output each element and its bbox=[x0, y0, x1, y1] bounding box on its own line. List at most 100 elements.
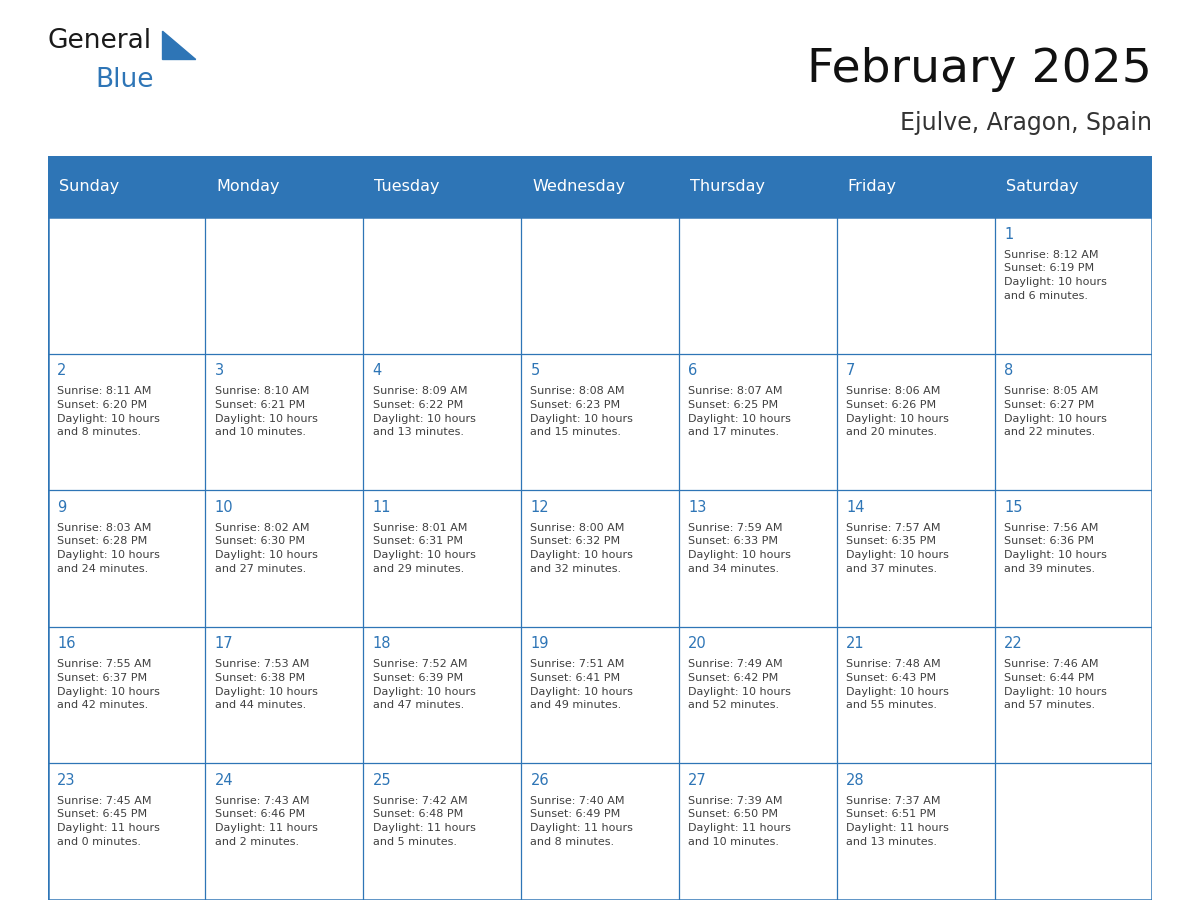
Text: Sunrise: 8:03 AM
Sunset: 6:28 PM
Daylight: 10 hours
and 24 minutes.: Sunrise: 8:03 AM Sunset: 6:28 PM Dayligh… bbox=[57, 523, 160, 574]
Text: 17: 17 bbox=[215, 636, 234, 651]
Text: Sunrise: 7:39 AM
Sunset: 6:50 PM
Daylight: 11 hours
and 10 minutes.: Sunrise: 7:39 AM Sunset: 6:50 PM Dayligh… bbox=[688, 796, 791, 846]
Text: 20: 20 bbox=[688, 636, 707, 651]
Bar bbox=[364, 763, 522, 900]
Text: Thursday: Thursday bbox=[690, 179, 765, 194]
Bar bbox=[678, 353, 836, 490]
Text: 19: 19 bbox=[531, 636, 549, 651]
Text: Sunrise: 7:52 AM
Sunset: 6:39 PM
Daylight: 10 hours
and 47 minutes.: Sunrise: 7:52 AM Sunset: 6:39 PM Dayligh… bbox=[373, 659, 475, 711]
Bar bbox=[678, 490, 836, 627]
Text: Sunrise: 7:59 AM
Sunset: 6:33 PM
Daylight: 10 hours
and 34 minutes.: Sunrise: 7:59 AM Sunset: 6:33 PM Dayligh… bbox=[688, 523, 791, 574]
Text: Sunrise: 7:42 AM
Sunset: 6:48 PM
Daylight: 11 hours
and 5 minutes.: Sunrise: 7:42 AM Sunset: 6:48 PM Dayligh… bbox=[373, 796, 475, 846]
Polygon shape bbox=[163, 31, 196, 60]
Bar bbox=[678, 156, 836, 217]
Bar bbox=[994, 217, 1152, 353]
Text: 6: 6 bbox=[688, 364, 697, 378]
Text: Sunrise: 7:46 AM
Sunset: 6:44 PM
Daylight: 10 hours
and 57 minutes.: Sunrise: 7:46 AM Sunset: 6:44 PM Dayligh… bbox=[1004, 659, 1107, 711]
Text: Sunrise: 8:05 AM
Sunset: 6:27 PM
Daylight: 10 hours
and 22 minutes.: Sunrise: 8:05 AM Sunset: 6:27 PM Dayligh… bbox=[1004, 386, 1107, 437]
Bar bbox=[836, 156, 994, 217]
Text: 15: 15 bbox=[1004, 499, 1023, 515]
Bar bbox=[522, 353, 678, 490]
Text: Sunrise: 7:40 AM
Sunset: 6:49 PM
Daylight: 11 hours
and 8 minutes.: Sunrise: 7:40 AM Sunset: 6:49 PM Dayligh… bbox=[531, 796, 633, 846]
Text: 12: 12 bbox=[531, 499, 549, 515]
Text: 10: 10 bbox=[215, 499, 234, 515]
Bar bbox=[206, 627, 364, 763]
Text: Sunrise: 7:51 AM
Sunset: 6:41 PM
Daylight: 10 hours
and 49 minutes.: Sunrise: 7:51 AM Sunset: 6:41 PM Dayligh… bbox=[531, 659, 633, 711]
Text: Sunrise: 8:01 AM
Sunset: 6:31 PM
Daylight: 10 hours
and 29 minutes.: Sunrise: 8:01 AM Sunset: 6:31 PM Dayligh… bbox=[373, 523, 475, 574]
Bar bbox=[206, 763, 364, 900]
Text: Sunrise: 7:43 AM
Sunset: 6:46 PM
Daylight: 11 hours
and 2 minutes.: Sunrise: 7:43 AM Sunset: 6:46 PM Dayligh… bbox=[215, 796, 317, 846]
Text: 24: 24 bbox=[215, 773, 234, 788]
Text: Sunrise: 7:57 AM
Sunset: 6:35 PM
Daylight: 10 hours
and 37 minutes.: Sunrise: 7:57 AM Sunset: 6:35 PM Dayligh… bbox=[846, 523, 949, 574]
Text: 8: 8 bbox=[1004, 364, 1013, 378]
Bar bbox=[522, 763, 678, 900]
Text: 28: 28 bbox=[846, 773, 865, 788]
Text: 9: 9 bbox=[57, 499, 67, 515]
Text: 7: 7 bbox=[846, 364, 855, 378]
Text: Tuesday: Tuesday bbox=[374, 179, 440, 194]
Text: 1: 1 bbox=[1004, 227, 1013, 241]
Text: 27: 27 bbox=[688, 773, 707, 788]
Text: Sunrise: 7:53 AM
Sunset: 6:38 PM
Daylight: 10 hours
and 44 minutes.: Sunrise: 7:53 AM Sunset: 6:38 PM Dayligh… bbox=[215, 659, 317, 711]
Bar bbox=[364, 156, 522, 217]
Text: 4: 4 bbox=[373, 364, 381, 378]
Text: General: General bbox=[48, 28, 152, 54]
Text: 16: 16 bbox=[57, 636, 76, 651]
Bar bbox=[206, 156, 364, 217]
Bar bbox=[206, 353, 364, 490]
Bar bbox=[522, 156, 678, 217]
Text: 22: 22 bbox=[1004, 636, 1023, 651]
Bar bbox=[522, 627, 678, 763]
Text: 26: 26 bbox=[531, 773, 549, 788]
Text: Sunrise: 8:11 AM
Sunset: 6:20 PM
Daylight: 10 hours
and 8 minutes.: Sunrise: 8:11 AM Sunset: 6:20 PM Dayligh… bbox=[57, 386, 160, 437]
Text: Ejulve, Aragon, Spain: Ejulve, Aragon, Spain bbox=[901, 111, 1152, 135]
Bar bbox=[522, 217, 678, 353]
Text: Sunrise: 7:37 AM
Sunset: 6:51 PM
Daylight: 11 hours
and 13 minutes.: Sunrise: 7:37 AM Sunset: 6:51 PM Dayligh… bbox=[846, 796, 949, 846]
Text: Sunrise: 8:06 AM
Sunset: 6:26 PM
Daylight: 10 hours
and 20 minutes.: Sunrise: 8:06 AM Sunset: 6:26 PM Dayligh… bbox=[846, 386, 949, 437]
Text: Sunrise: 7:45 AM
Sunset: 6:45 PM
Daylight: 11 hours
and 0 minutes.: Sunrise: 7:45 AM Sunset: 6:45 PM Dayligh… bbox=[57, 796, 160, 846]
Bar bbox=[522, 490, 678, 627]
Text: Sunrise: 7:48 AM
Sunset: 6:43 PM
Daylight: 10 hours
and 55 minutes.: Sunrise: 7:48 AM Sunset: 6:43 PM Dayligh… bbox=[846, 659, 949, 711]
Bar bbox=[836, 763, 994, 900]
Text: Sunrise: 8:10 AM
Sunset: 6:21 PM
Daylight: 10 hours
and 10 minutes.: Sunrise: 8:10 AM Sunset: 6:21 PM Dayligh… bbox=[215, 386, 317, 437]
Text: Wednesday: Wednesday bbox=[532, 179, 625, 194]
Text: Saturday: Saturday bbox=[1005, 179, 1079, 194]
Text: Sunrise: 8:08 AM
Sunset: 6:23 PM
Daylight: 10 hours
and 15 minutes.: Sunrise: 8:08 AM Sunset: 6:23 PM Dayligh… bbox=[531, 386, 633, 437]
Bar bbox=[48, 217, 206, 353]
Bar bbox=[364, 627, 522, 763]
Bar bbox=[994, 490, 1152, 627]
Text: 3: 3 bbox=[215, 364, 225, 378]
Bar bbox=[994, 353, 1152, 490]
Bar bbox=[994, 763, 1152, 900]
Text: Sunrise: 8:02 AM
Sunset: 6:30 PM
Daylight: 10 hours
and 27 minutes.: Sunrise: 8:02 AM Sunset: 6:30 PM Dayligh… bbox=[215, 523, 317, 574]
Bar bbox=[48, 156, 206, 217]
Bar bbox=[678, 763, 836, 900]
Bar bbox=[364, 490, 522, 627]
Text: Sunrise: 7:49 AM
Sunset: 6:42 PM
Daylight: 10 hours
and 52 minutes.: Sunrise: 7:49 AM Sunset: 6:42 PM Dayligh… bbox=[688, 659, 791, 711]
Text: Friday: Friday bbox=[848, 179, 897, 194]
Text: 5: 5 bbox=[531, 364, 539, 378]
Text: Sunrise: 8:07 AM
Sunset: 6:25 PM
Daylight: 10 hours
and 17 minutes.: Sunrise: 8:07 AM Sunset: 6:25 PM Dayligh… bbox=[688, 386, 791, 437]
Text: Sunrise: 7:55 AM
Sunset: 6:37 PM
Daylight: 10 hours
and 42 minutes.: Sunrise: 7:55 AM Sunset: 6:37 PM Dayligh… bbox=[57, 659, 160, 711]
Bar bbox=[836, 627, 994, 763]
Text: Sunday: Sunday bbox=[58, 179, 119, 194]
Bar bbox=[48, 353, 206, 490]
Text: 23: 23 bbox=[57, 773, 76, 788]
Text: 25: 25 bbox=[373, 773, 391, 788]
Bar bbox=[836, 217, 994, 353]
Bar bbox=[836, 490, 994, 627]
Text: 2: 2 bbox=[57, 364, 67, 378]
Text: 18: 18 bbox=[373, 636, 391, 651]
Text: Sunrise: 7:56 AM
Sunset: 6:36 PM
Daylight: 10 hours
and 39 minutes.: Sunrise: 7:56 AM Sunset: 6:36 PM Dayligh… bbox=[1004, 523, 1107, 574]
Text: 14: 14 bbox=[846, 499, 865, 515]
Bar bbox=[678, 627, 836, 763]
Text: Sunrise: 8:00 AM
Sunset: 6:32 PM
Daylight: 10 hours
and 32 minutes.: Sunrise: 8:00 AM Sunset: 6:32 PM Dayligh… bbox=[531, 523, 633, 574]
Text: 13: 13 bbox=[688, 499, 707, 515]
Bar bbox=[836, 353, 994, 490]
Text: Monday: Monday bbox=[216, 179, 280, 194]
Bar bbox=[206, 490, 364, 627]
Bar bbox=[364, 353, 522, 490]
Bar bbox=[48, 763, 206, 900]
Bar bbox=[206, 217, 364, 353]
Bar bbox=[364, 217, 522, 353]
Text: Blue: Blue bbox=[95, 67, 153, 93]
